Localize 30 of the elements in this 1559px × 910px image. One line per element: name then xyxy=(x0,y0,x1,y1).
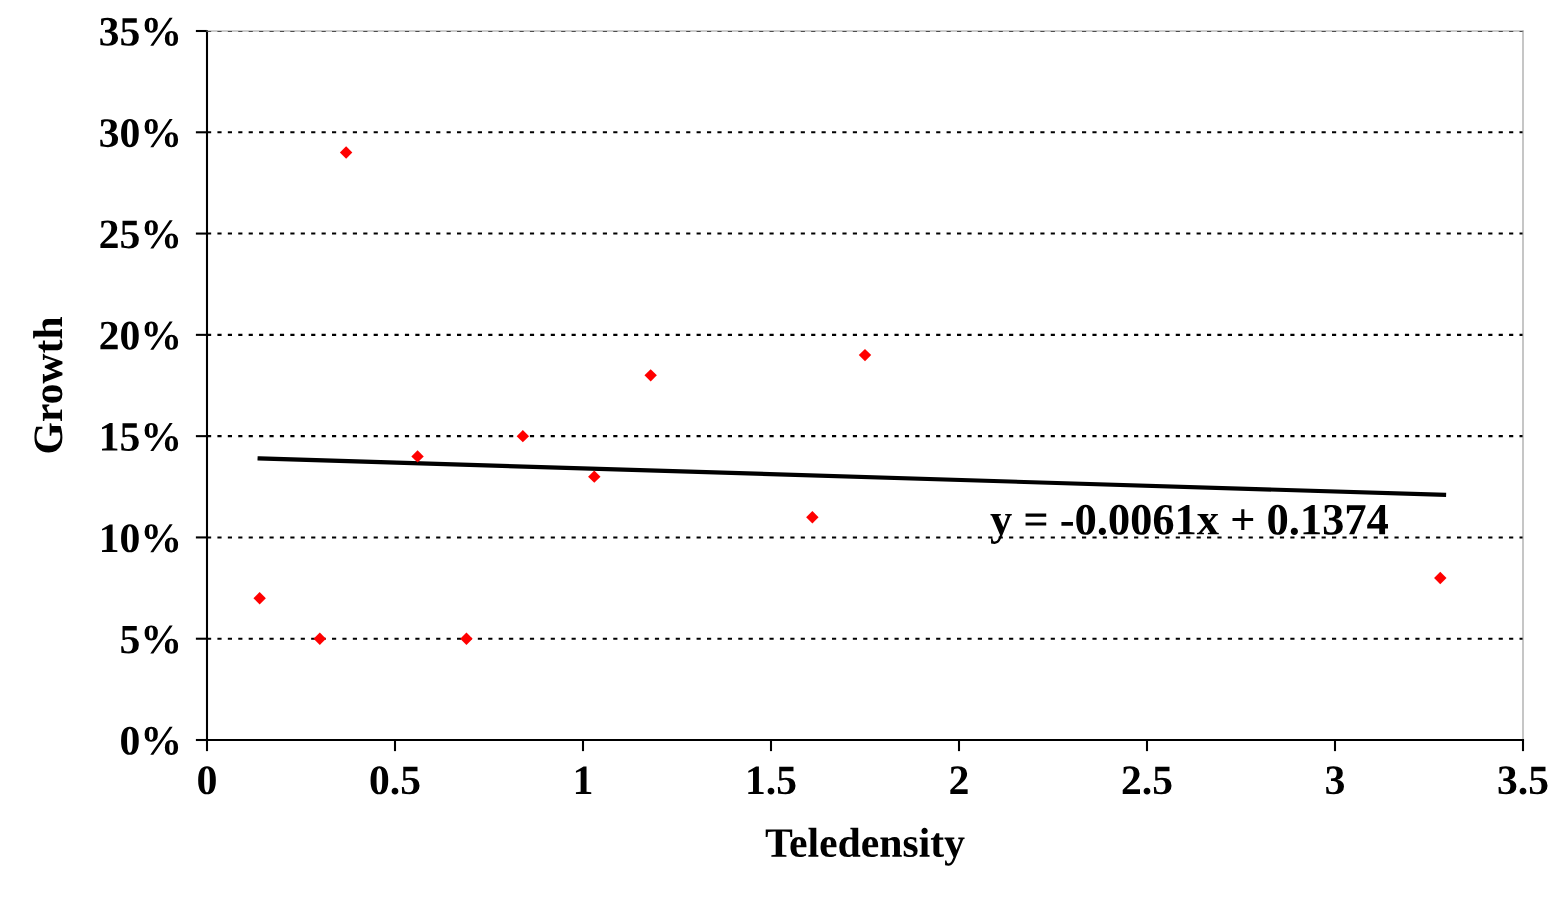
point xyxy=(460,632,473,645)
x-tick-label: 3.5 xyxy=(1498,766,1548,795)
annotation: y = -0.0061x + 0.1374 xyxy=(990,504,1388,544)
point xyxy=(1434,571,1447,585)
y-tick-label: 20% xyxy=(100,321,179,350)
x-tick-label: 2.5 xyxy=(1122,766,1172,795)
point xyxy=(588,470,601,483)
y-tick-label: 5% xyxy=(121,625,179,654)
point xyxy=(806,510,819,524)
x-tick-label: 1.5 xyxy=(748,766,796,795)
point xyxy=(339,146,353,159)
x-axis-title: Teledensity xyxy=(765,827,965,866)
x-tick-label: 0.5 xyxy=(370,766,420,795)
x-tick-label: 2 xyxy=(950,766,968,794)
x-tick-label: 3 xyxy=(1326,766,1344,795)
point xyxy=(516,429,530,443)
point xyxy=(858,348,872,362)
y-tick-label: 10% xyxy=(102,524,179,553)
y-tick-label: 0% xyxy=(121,726,179,755)
x-tick-label: 0 xyxy=(198,766,216,795)
point xyxy=(313,632,327,645)
point xyxy=(644,369,657,382)
y-axis-title: Growth xyxy=(33,317,63,453)
point xyxy=(253,591,266,605)
y-tick-label: 15% xyxy=(102,422,179,452)
y-tick-label: 25% xyxy=(100,220,179,249)
point xyxy=(411,450,424,463)
y-tick-label: 35% xyxy=(100,17,179,46)
y-tick-label: 30% xyxy=(100,119,179,148)
x-tick-label: 1 xyxy=(575,766,592,794)
